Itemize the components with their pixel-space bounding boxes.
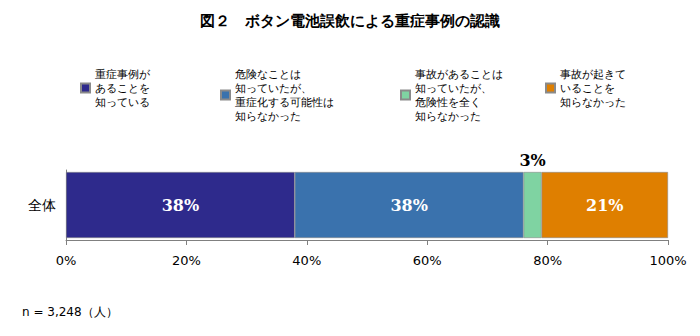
svg-text:38%: 38% (390, 196, 427, 215)
svg-text:いることを: いることを (560, 82, 615, 95)
svg-text:知らなかった: 知らなかった (415, 110, 481, 123)
svg-text:40%: 40% (292, 253, 321, 268)
svg-text:知っていたが、: 知っていたが、 (235, 82, 312, 95)
svg-text:事故が起きて: 事故が起きて (560, 68, 626, 81)
svg-text:知らなかった: 知らなかった (560, 96, 626, 109)
svg-text:知っている: 知っている (95, 96, 150, 109)
svg-text:80%: 80% (533, 253, 562, 268)
svg-text:n = 3,248（人）: n = 3,248（人） (22, 305, 118, 319)
svg-text:100%: 100% (649, 253, 686, 268)
svg-text:危険性を全く: 危険性を全く (415, 96, 481, 109)
svg-text:3%: 3% (519, 151, 545, 170)
svg-text:重症事例が: 重症事例が (95, 68, 151, 81)
svg-text:事故があることは: 事故があることは (415, 68, 503, 81)
svg-text:全体: 全体 (28, 197, 56, 213)
svg-text:知っていたが、: 知っていたが、 (415, 82, 492, 95)
svg-text:21%: 21% (586, 196, 623, 215)
svg-text:図２ ボタン電池誤飲による重症事例の認識: 図２ ボタン電池誤飲による重症事例の認識 (200, 12, 500, 30)
svg-text:知らなかった: 知らなかった (235, 110, 301, 123)
svg-text:0%: 0% (56, 253, 77, 268)
svg-text:38%: 38% (162, 196, 199, 215)
svg-text:危険なことは: 危険なことは (235, 68, 301, 81)
svg-text:重症化する可能性は: 重症化する可能性は (235, 96, 334, 109)
svg-text:あることを: あることを (95, 82, 150, 95)
svg-text:60%: 60% (413, 253, 442, 268)
svg-text:20%: 20% (172, 253, 201, 268)
